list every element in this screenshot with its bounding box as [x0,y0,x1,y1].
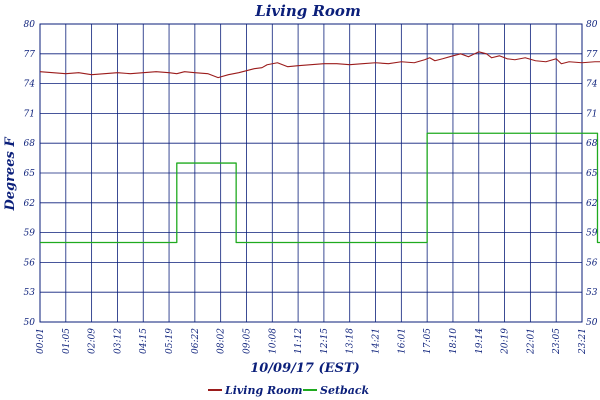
legend: Living Room Setback [208,384,370,397]
y-tick-label-left-77: 77 [24,50,36,60]
y-tick-label-right-56: 56 [586,258,598,268]
y-tick-label-left-56: 56 [24,258,36,268]
x-tick-label-15: 17:05 [423,328,433,354]
series-line-living-room [39,51,600,79]
x-tick-label-11: 12:15 [320,328,330,354]
y-tick-label-left-74: 74 [24,80,36,90]
legend-label-setback: Setback [320,384,370,397]
legend-label-living-room: Living Room [224,384,302,397]
x-tick-label-18: 20:19 [501,328,511,355]
x-tick-label-6: 06:22 [191,328,201,354]
y-tick-label-right-77: 77 [586,50,598,60]
y-tick-label-left-71: 71 [24,109,35,119]
y-tick-label-right-80: 80 [586,20,598,30]
chart-title: Living Room [254,2,361,20]
y-tick-label-left-65: 65 [24,169,36,179]
series-line-setback [40,132,600,244]
y-tick-label-right-59: 59 [586,229,598,239]
y-tick-label-left-80: 80 [24,20,36,30]
y-tick-label-right-68: 68 [586,139,598,149]
y-tick-label-left-62: 62 [24,199,36,209]
y-tick-label-left-68: 68 [24,139,36,149]
x-tick-label-4: 04:15 [139,328,149,354]
y-tick-label-right-65: 65 [586,169,598,179]
x-tick-label-0: 00:01 [36,328,46,354]
x-tick-label-9: 10:08 [268,328,278,354]
x-tick-label-20: 23:05 [552,328,562,355]
x-tick-label-12: 13:18 [346,328,356,354]
y-tick-label-left-59: 59 [24,229,36,239]
x-tick-label-16: 18:10 [449,328,459,354]
x-tick-label-7: 08:02 [217,328,227,354]
y-tick-label-right-71: 71 [586,109,597,119]
x-tick-label-19: 22:01 [526,328,536,355]
y-tick-label-right-50: 50 [586,318,598,328]
y-tick-label-right-62: 62 [586,199,598,209]
y-tick-label-right-74: 74 [586,80,598,90]
x-tick-label-17: 19:14 [475,328,485,354]
y-tick-label-left-50: 50 [24,318,36,328]
x-tick-label-21: 23:21 [578,328,588,355]
y-tick-label-left-53: 53 [24,288,36,298]
x-tick-label-1: 01:05 [62,328,72,354]
x-tick-label-13: 14:21 [372,328,382,354]
y-axis-title: Degrees F [3,137,18,212]
x-tick-label-14: 16:01 [397,328,407,354]
x-tick-label-8: 09:05 [242,328,252,354]
x-tick-label-5: 05:19 [165,328,175,354]
x-axis-title: 10/09/17 (EST) [250,361,360,376]
x-tick-label-2: 02:09 [88,328,98,354]
x-tick-label-3: 03:12 [113,328,123,354]
plot-area: 50 50 53 53 56 56 59 59 62 62 65 65 68 68 71 71 74 74 77 77… [24,20,600,355]
x-tick-label-10: 11:12 [294,328,304,354]
y-tick-label-right-53: 53 [586,288,598,298]
